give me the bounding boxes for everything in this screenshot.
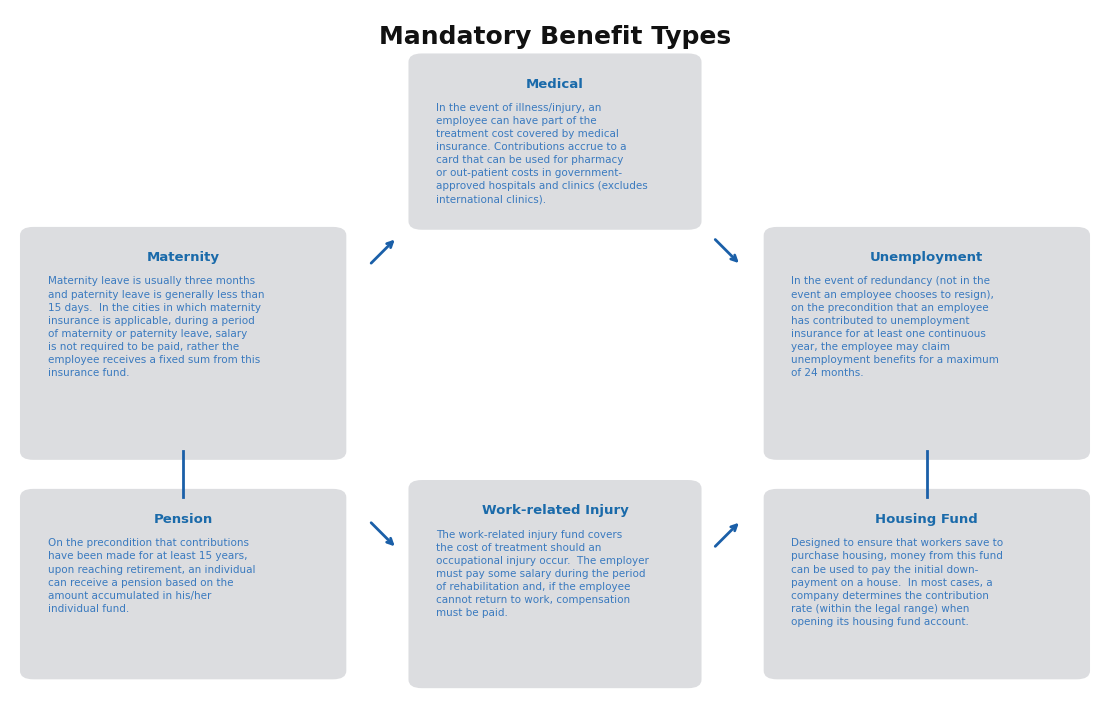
Text: Maternity leave is usually three months
and paternity leave is generally less th: Maternity leave is usually three months … — [48, 277, 264, 378]
Text: On the precondition that contributions
have been made for at least 15 years,
upo: On the precondition that contributions h… — [48, 538, 255, 614]
FancyBboxPatch shape — [20, 227, 346, 460]
Text: In the event of redundancy (not in the
event an employee chooses to resign),
on : In the event of redundancy (not in the e… — [791, 277, 999, 378]
FancyBboxPatch shape — [408, 54, 702, 229]
Text: Designed to ensure that workers save to
purchase housing, money from this fund
c: Designed to ensure that workers save to … — [791, 538, 1003, 627]
Text: Medical: Medical — [526, 78, 584, 91]
Text: Mandatory Benefit Types: Mandatory Benefit Types — [379, 25, 731, 49]
FancyBboxPatch shape — [408, 480, 702, 688]
FancyBboxPatch shape — [20, 489, 346, 680]
Text: Pension: Pension — [153, 513, 213, 526]
FancyBboxPatch shape — [764, 227, 1090, 460]
Text: The work-related injury fund covers
the cost of treatment should an
occupational: The work-related injury fund covers the … — [436, 530, 649, 618]
Text: Work-related Injury: Work-related Injury — [482, 504, 628, 517]
Text: Unemployment: Unemployment — [870, 251, 983, 264]
FancyBboxPatch shape — [764, 489, 1090, 680]
Text: In the event of illness/injury, an
employee can have part of the
treatment cost : In the event of illness/injury, an emplo… — [436, 103, 648, 205]
Text: Maternity: Maternity — [147, 251, 220, 264]
Text: Housing Fund: Housing Fund — [876, 513, 978, 526]
